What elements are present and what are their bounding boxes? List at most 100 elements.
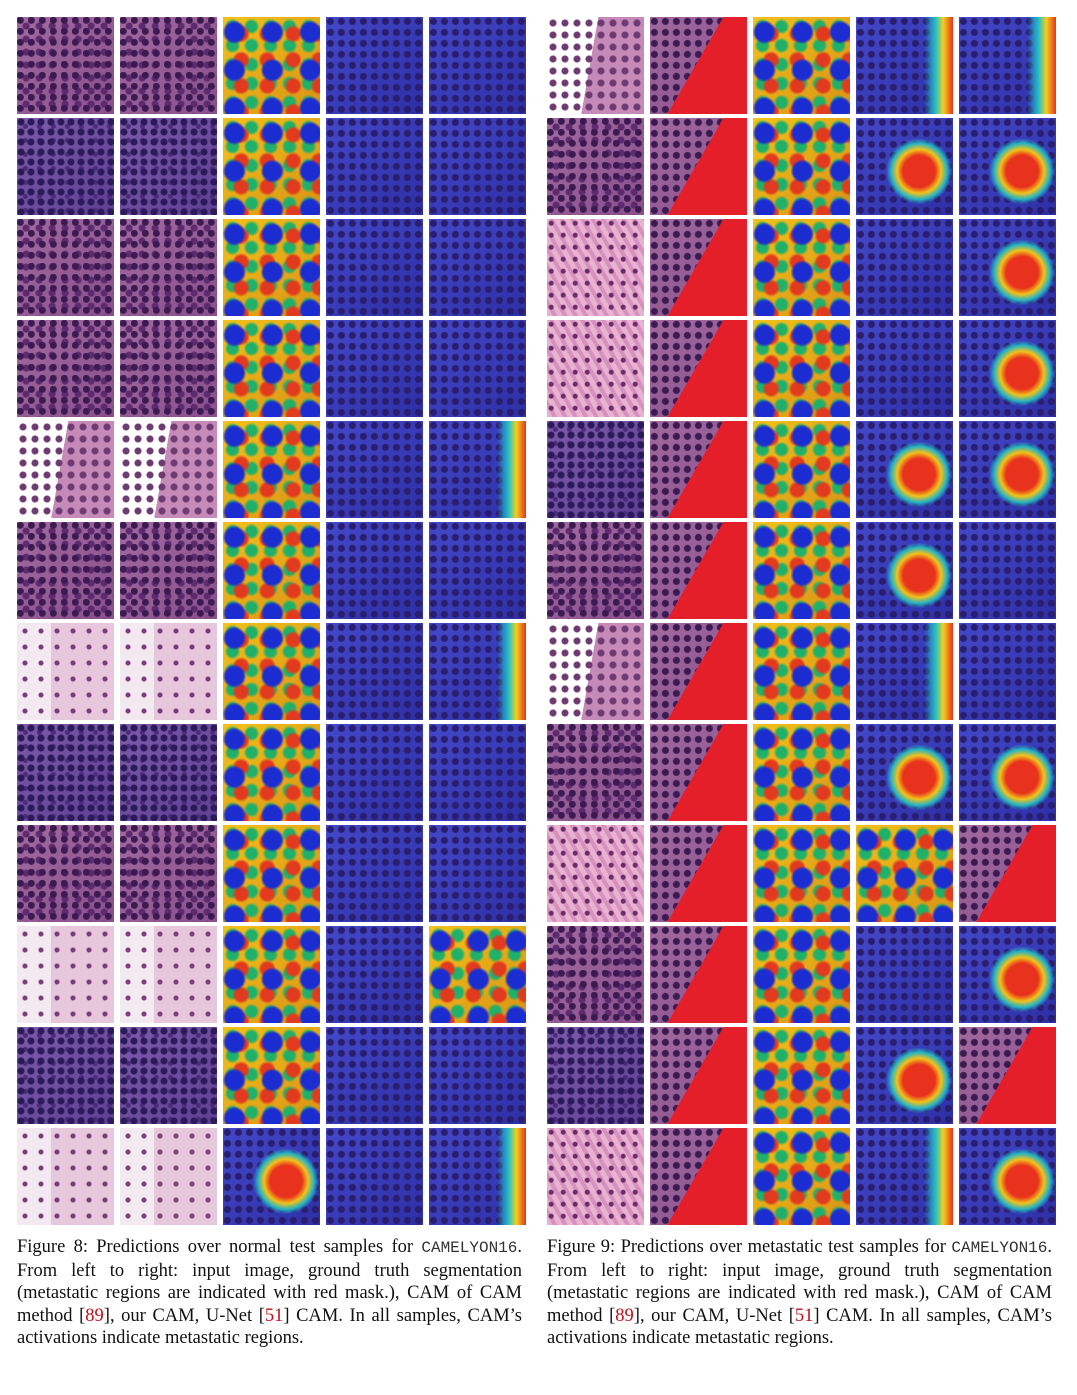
ground-truth-mask-tile bbox=[650, 1128, 747, 1225]
citation-link[interactable]: 51 bbox=[794, 1305, 814, 1326]
unet-cam-heatmap-tile bbox=[429, 1128, 526, 1225]
cam-method-heatmap-tile bbox=[753, 724, 850, 821]
unet-cam-heatmap-tile bbox=[429, 724, 526, 821]
our-cam-heatmap-tile bbox=[326, 1128, 423, 1225]
our-cam-heatmap-tile bbox=[856, 219, 953, 316]
ground-truth-mask-tile bbox=[650, 118, 747, 215]
caption-text: ] CAM. In all samples, CAM’s activations… bbox=[17, 1305, 522, 1349]
unet-cam-heatmap-tile bbox=[959, 17, 1056, 114]
input-image-tile bbox=[547, 118, 644, 215]
cam-method-heatmap-tile bbox=[753, 421, 850, 518]
input-image-tile bbox=[17, 421, 114, 518]
cam-method-heatmap-tile bbox=[223, 623, 320, 720]
unet-cam-heatmap-tile bbox=[959, 623, 1056, 720]
ground-truth-mask-tile bbox=[650, 17, 747, 114]
ground-truth-mask-tile bbox=[120, 825, 217, 922]
ground-truth-mask-tile bbox=[120, 421, 217, 518]
citation-link[interactable]: 89 bbox=[85, 1305, 104, 1326]
cam-method-heatmap-tile bbox=[753, 623, 850, 720]
unet-cam-heatmap-tile bbox=[429, 1027, 526, 1124]
figure-8-tiles bbox=[17, 17, 526, 1225]
ground-truth-mask-tile bbox=[650, 522, 747, 619]
input-image-tile bbox=[17, 118, 114, 215]
input-image-tile bbox=[547, 825, 644, 922]
our-cam-heatmap-tile bbox=[856, 724, 953, 821]
unet-cam-heatmap-tile bbox=[429, 522, 526, 619]
unet-cam-heatmap-tile bbox=[429, 320, 526, 417]
our-cam-heatmap-tile bbox=[856, 1027, 953, 1124]
ground-truth-mask-tile bbox=[650, 825, 747, 922]
our-cam-heatmap-tile bbox=[856, 623, 953, 720]
cam-method-heatmap-tile bbox=[223, 825, 320, 922]
ground-truth-mask-tile bbox=[120, 623, 217, 720]
ground-truth-mask-tile bbox=[120, 926, 217, 1023]
input-image-tile bbox=[17, 623, 114, 720]
ground-truth-mask-tile bbox=[120, 724, 217, 821]
cam-method-heatmap-tile bbox=[223, 421, 320, 518]
unet-cam-heatmap-tile bbox=[429, 926, 526, 1023]
unet-cam-heatmap-tile bbox=[959, 1027, 1056, 1124]
our-cam-heatmap-tile bbox=[856, 926, 953, 1023]
unet-cam-heatmap-tile bbox=[429, 825, 526, 922]
caption-text: ], our CAM, U-Net [ bbox=[103, 1305, 265, 1326]
our-cam-heatmap-tile bbox=[326, 1027, 423, 1124]
our-cam-heatmap-tile bbox=[856, 320, 953, 417]
cam-method-heatmap-tile bbox=[223, 1027, 320, 1124]
ground-truth-mask-tile bbox=[650, 623, 747, 720]
our-cam-heatmap-tile bbox=[326, 522, 423, 619]
input-image-tile bbox=[547, 421, 644, 518]
unet-cam-heatmap-tile bbox=[959, 421, 1056, 518]
our-cam-heatmap-tile bbox=[326, 320, 423, 417]
cam-method-heatmap-tile bbox=[223, 17, 320, 114]
input-image-tile bbox=[17, 1027, 114, 1124]
ground-truth-mask-tile bbox=[120, 320, 217, 417]
our-cam-heatmap-tile bbox=[856, 421, 953, 518]
ground-truth-mask-tile bbox=[650, 219, 747, 316]
input-image-tile bbox=[17, 825, 114, 922]
input-image-tile bbox=[17, 320, 114, 417]
cam-method-heatmap-tile bbox=[753, 1128, 850, 1225]
cam-method-heatmap-tile bbox=[223, 320, 320, 417]
caption-text: . From left to right: input image, groun… bbox=[17, 1237, 522, 1326]
our-cam-heatmap-tile bbox=[326, 926, 423, 1023]
cam-method-heatmap-tile bbox=[223, 926, 320, 1023]
figure-9-grid bbox=[547, 17, 1056, 1225]
unet-cam-heatmap-tile bbox=[429, 118, 526, 215]
ground-truth-mask-tile bbox=[120, 1128, 217, 1225]
cam-method-heatmap-tile bbox=[223, 1128, 320, 1225]
citation-link[interactable]: 89 bbox=[615, 1305, 634, 1326]
citation-link[interactable]: 51 bbox=[264, 1305, 284, 1326]
unet-cam-heatmap-tile bbox=[959, 724, 1056, 821]
our-cam-heatmap-tile bbox=[856, 1128, 953, 1225]
unet-cam-heatmap-tile bbox=[429, 219, 526, 316]
unet-cam-heatmap-tile bbox=[429, 17, 526, 114]
our-cam-heatmap-tile bbox=[856, 522, 953, 619]
cam-method-heatmap-tile bbox=[753, 17, 850, 114]
input-image-tile bbox=[547, 724, 644, 821]
unet-cam-heatmap-tile bbox=[959, 118, 1056, 215]
unet-cam-heatmap-tile bbox=[959, 522, 1056, 619]
ground-truth-mask-tile bbox=[120, 219, 217, 316]
figure-9-caption: Figure 9: Predictions over metastatic te… bbox=[547, 1236, 1052, 1350]
caption-prefix: Figure 9: Predictions over metastatic te… bbox=[547, 1237, 952, 1257]
our-cam-heatmap-tile bbox=[326, 825, 423, 922]
unet-cam-heatmap-tile bbox=[959, 926, 1056, 1023]
figure-8-caption: Figure 8: Predictions over normal test s… bbox=[17, 1236, 522, 1350]
ground-truth-mask-tile bbox=[120, 522, 217, 619]
unet-cam-heatmap-tile bbox=[959, 825, 1056, 922]
input-image-tile bbox=[17, 219, 114, 316]
dataset-name: CAMELYON16 bbox=[421, 1239, 518, 1257]
our-cam-heatmap-tile bbox=[326, 17, 423, 114]
dataset-name: CAMELYON16 bbox=[951, 1239, 1048, 1257]
ground-truth-mask-tile bbox=[120, 1027, 217, 1124]
input-image-tile bbox=[547, 926, 644, 1023]
input-image-tile bbox=[547, 219, 644, 316]
caption-prefix: Figure 8: Predictions over normal test s… bbox=[17, 1237, 422, 1257]
our-cam-heatmap-tile bbox=[856, 17, 953, 114]
caption-text: ], our CAM, U-Net [ bbox=[633, 1305, 795, 1326]
input-image-tile bbox=[547, 320, 644, 417]
ground-truth-mask-tile bbox=[650, 320, 747, 417]
input-image-tile bbox=[547, 522, 644, 619]
unet-cam-heatmap-tile bbox=[959, 219, 1056, 316]
ground-truth-mask-tile bbox=[650, 926, 747, 1023]
